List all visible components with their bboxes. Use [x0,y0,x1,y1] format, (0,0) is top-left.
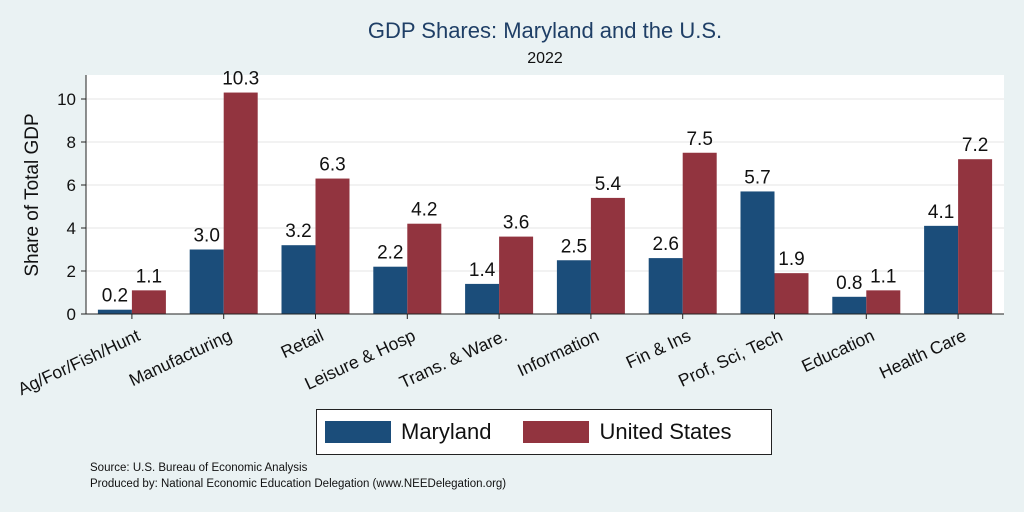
value-label: 1.1 [136,266,162,287]
y-tick-label: 8 [67,133,76,152]
x-tick-label: Education [798,325,877,376]
source-note: Source: U.S. Bureau of Economic Analysis [90,462,308,474]
bar-united-states-trans-ware [499,236,534,314]
bar-maryland-retail [281,245,316,314]
bar-united-states-health-care [958,159,993,314]
value-labels: 0.2 1.1 3.0 10.3 3.2 6.3 2.2 4.2 1.4 3.6 2.5 5.4 2.6… [102,69,989,307]
legend-item-maryland: Maryland [325,419,515,445]
value-label: 7.2 [962,135,988,156]
bar-maryland-leisure-hosp [373,266,408,314]
y-tick-label: 4 [67,219,76,238]
x-tick-label: Prof, Sci, Tech [675,325,785,391]
y-tick-label: 0 [67,305,76,324]
value-label: 3.0 [193,226,219,247]
bar-united-states-prof-sci-tech [774,273,809,314]
value-label: 10.3 [222,69,259,90]
value-label: 5.7 [744,167,770,188]
bar-maryland-health-care [924,225,959,314]
bar-united-states-fin-ins [682,152,717,314]
value-label: 2.5 [561,236,587,257]
value-label: 2.6 [652,234,678,255]
produced-by-note: Produced by: National Economic Education… [90,478,507,490]
bar-maryland-trans-ware [465,283,500,314]
axes [85,75,1004,315]
bar-maryland-prof-sci-tech [740,191,775,314]
bar-united-states-ag-for-fish-hunt [131,290,166,314]
value-label: 1.4 [469,260,496,281]
bar-united-states-manufacturing [223,92,258,314]
bar-united-states-education [866,290,901,314]
bars [97,92,993,314]
value-label: 6.3 [319,155,345,176]
legend-label-united-states: United States [599,419,732,444]
bar-maryland-fin-ins [648,258,683,314]
x-tick-label: Information [514,325,602,380]
value-label: 4.2 [411,200,437,221]
bar-maryland-ag-for-fish-hunt [97,309,132,314]
bar-maryland-education [832,296,867,314]
y-ticks: 0 2 4 6 8 10 [57,90,86,324]
x-tick-label: Fin & Ins [623,325,694,372]
bar-maryland-information [556,260,591,314]
value-label: 3.6 [503,213,529,234]
value-label: 4.1 [928,202,954,223]
x-tick-label: Ag/For/Fish/Hunt [15,325,143,399]
legend-swatch-united-states [523,421,590,443]
x-tick-label: Manufacturing [126,325,235,390]
bar-maryland-manufacturing [189,249,224,314]
bar-united-states-leisure-hosp [407,223,442,314]
legend-item-united-states: United States [523,419,755,445]
y-tick-label: 2 [67,262,76,281]
y-axis-label: Share of Total GDP [22,113,43,276]
value-label: 7.5 [686,129,712,150]
value-label: 0.2 [102,286,128,307]
bar-united-states-information [590,197,625,314]
legend-label-maryland: Maryland [401,419,492,444]
value-label: 1.9 [778,249,804,270]
x-tick-label: Health Care [876,325,969,383]
y-tick-label: 6 [67,176,76,195]
value-label: 0.8 [836,273,862,294]
chart-subtitle: 2022 [527,50,563,67]
bar-united-states-retail [315,178,350,314]
value-label: 5.4 [595,174,622,195]
value-label: 1.1 [870,266,896,287]
value-label: 2.2 [377,243,403,264]
chart-title: GDP Shares: Maryland and the U.S. [367,18,723,43]
legend: Maryland United States [316,409,772,455]
legend-swatch-maryland [325,421,391,443]
x-tick-label: Retail [278,325,327,362]
y-tick-label: 10 [57,90,76,109]
value-label: 3.2 [285,221,311,242]
